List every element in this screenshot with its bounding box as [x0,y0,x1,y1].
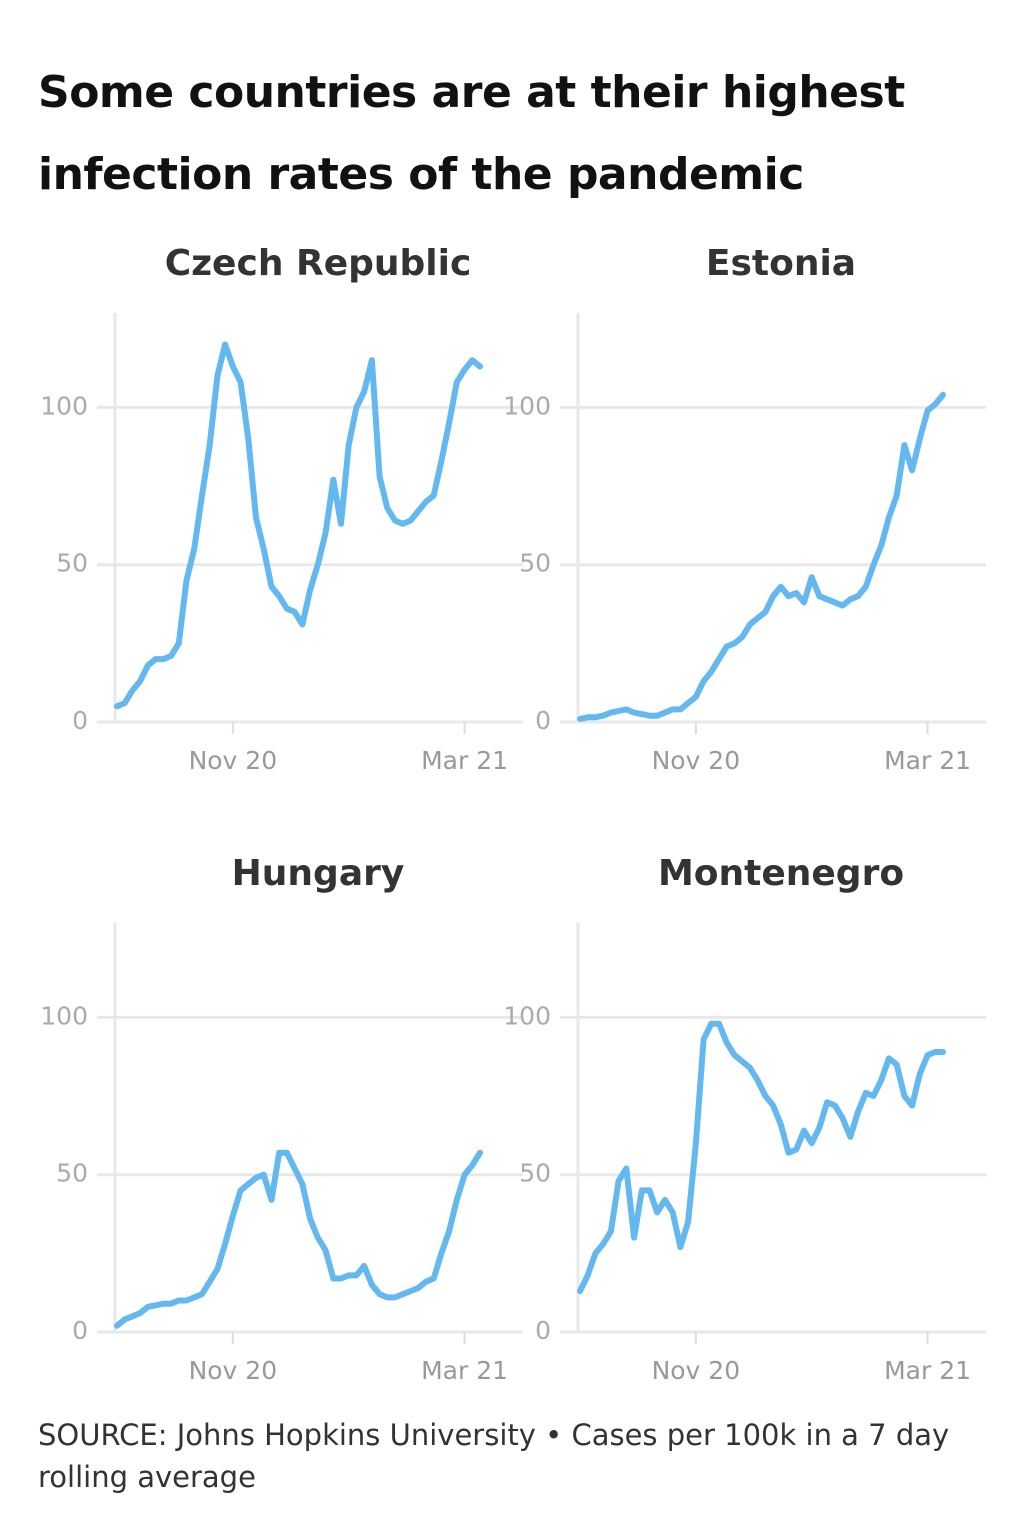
panel-title: Montenegro [658,853,904,894]
y-tick-label: 100 [40,391,88,420]
y-tick-label: 0 [535,1316,551,1345]
x-tick-label: Mar 21 [884,1356,971,1385]
y-tick-label: 50 [519,1159,551,1188]
panel-title: Hungary [232,853,405,894]
y-tick-label: 0 [72,1316,88,1345]
y-tick-label: 50 [56,549,88,578]
panel: Hungary 0 50 100 Nov 20 Mar 21 [40,853,523,1385]
y-tick-label: 0 [72,706,88,735]
series-line [114,341,483,710]
x-tick-label: Nov 20 [652,746,741,775]
x-tick-label: Nov 20 [189,746,278,775]
y-tick-label: 50 [519,549,551,578]
title: Some countries are at their highest infe… [38,67,905,200]
x-tick-label: Nov 20 [652,1356,741,1385]
y-tick-label: 0 [535,706,551,735]
series-line [577,391,946,722]
series-line [577,1020,946,1295]
y-tick-label: 100 [503,391,551,420]
panel-title: Estonia [706,243,856,284]
y-tick-label: 100 [40,1001,88,1030]
y-tick-label: 100 [503,1001,551,1030]
panel: Montenegro 0 50 100 Nov 20 Mar 21 [503,853,986,1385]
panel-title: Czech Republic [165,243,472,284]
series-line [114,1149,483,1329]
x-tick-label: Mar 21 [421,1356,508,1385]
panel: Czech Republic 0 50 100 Nov 20 Mar 21 [40,243,523,775]
x-tick-label: Mar 21 [421,746,508,775]
x-tick-label: Nov 20 [189,1356,278,1385]
x-tick-label: Mar 21 [884,746,971,775]
y-tick-label: 50 [56,1159,88,1188]
source-note: SOURCE: Johns Hopkins University • Cases… [38,1418,950,1494]
panel: Estonia 0 50 100 Nov 20 Mar 21 [503,243,986,775]
